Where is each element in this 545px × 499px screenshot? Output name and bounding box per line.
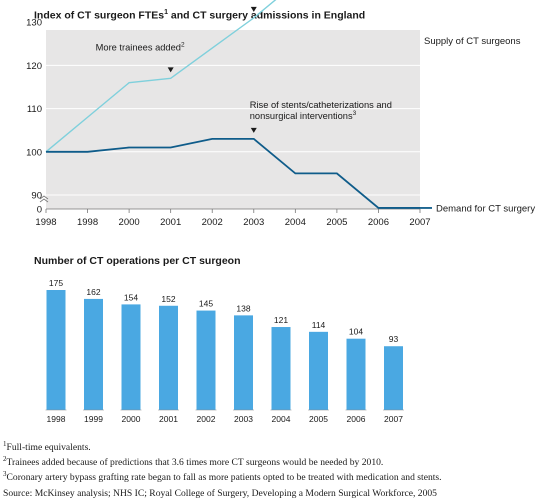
bar-category-label: 1999 [84, 414, 103, 424]
footnote-1-marker: 1 [3, 440, 7, 448]
x-tick-label: 1998 [35, 217, 56, 228]
bar-chart-title: Number of CT operations per CT surgeon [34, 255, 241, 267]
source-note: Source: McKinsey analysis; NHS IC; Royal… [3, 487, 437, 499]
x-tick-label: 2005 [326, 217, 347, 228]
footnote-2-text: Trainees added because of predictions th… [6, 457, 384, 469]
y-tick-label: 110 [27, 104, 42, 115]
bar-value-label: 152 [161, 294, 175, 304]
x-tick-label: 2001 [160, 217, 181, 228]
bar [309, 331, 328, 410]
x-tick-label: 2003 [243, 217, 264, 228]
bar [234, 315, 253, 410]
line-chart: 090100110120130140150160170 199819982000… [26, 0, 535, 228]
bar-category-label: 2005 [309, 414, 328, 424]
y-tick-label: 120 [26, 61, 42, 72]
bar-category-label: 2000 [122, 414, 141, 424]
bar-value-label: 162 [86, 287, 100, 297]
y-tick-label: 100 [26, 147, 42, 158]
bar [346, 338, 366, 410]
demand-series-line [46, 137, 420, 209]
footnote-3-marker: 3 [3, 469, 7, 478]
bar-category-label: 2004 [272, 414, 291, 424]
bar-value-label: 104 [349, 327, 363, 337]
bar-value-label: 145 [199, 299, 213, 309]
annotation-text: nonsurgical interventions3 [250, 110, 357, 121]
footnote-2-marker: 2 [3, 454, 7, 463]
line-chart-title-footnote-marker: 1 [164, 9, 168, 16]
line-chart-title-rest: and CT surgery admissions in England [168, 9, 366, 22]
bar-value-label: 93 [389, 334, 399, 344]
line-chart-title-main: Index of CT surgeon FTEs [34, 9, 165, 22]
x-tick-label: 2002 [202, 217, 223, 228]
line-chart-series [45, 0, 432, 209]
bar-value-label: 175 [49, 278, 63, 288]
demand-series-label: Demand for CT surgery [436, 203, 535, 214]
bar-category-label: 2007 [384, 414, 403, 424]
annotation-footnote-marker: 2 [181, 41, 185, 48]
supply-series-line [45, 0, 277, 153]
bar [84, 298, 103, 410]
bar-value-label: 121 [274, 315, 288, 325]
bar [46, 290, 66, 410]
y-tick-label: 90 [31, 191, 42, 202]
bar-chart-category-labels: 1998 1999 2000 2001 2002 2003 2004 2005 2006 2007 [45, 409, 404, 424]
annotation: Rise of stents/catheterizations andnonsu… [250, 100, 392, 133]
bar-category-label: 2002 [197, 414, 216, 424]
footnote-1-text: Full-time equivalents. [6, 442, 91, 454]
bar [196, 310, 216, 410]
line-chart-gridlines [46, 21, 420, 196]
bar-value-label: 154 [124, 292, 138, 302]
bar-category-label: 2003 [234, 414, 253, 424]
line-chart-title: Index of CT surgeon FTEs1 and CT surgery… [34, 9, 365, 22]
x-tick-label: 2007 [409, 217, 430, 228]
line-chart-series-labels: Supply of CT surgeons Demand for CT surge… [424, 36, 535, 214]
axis-break-marker [39, 195, 49, 203]
line-chart-y-axis: 090100110120130140150160170 [26, 18, 420, 216]
annotation-marker [250, 6, 257, 12]
line-chart-annotations: More trainees added2 Insufficient jobs fo… [96, 6, 392, 133]
bar-chart-value-labels: 175 162 154 152 145 138 121 114 104 93 [49, 278, 399, 344]
footnotes: 1Full-time equivalents. 2Trainees added … [3, 439, 442, 499]
y-tick-label: 130 [26, 18, 42, 29]
bar [159, 305, 178, 410]
y-tick-label: 0 [37, 205, 42, 216]
annotation-text: More trainees added2 [96, 41, 185, 52]
supply-series-label: Supply of CT surgeons [424, 36, 521, 47]
x-tick-label: 2000 [119, 217, 140, 228]
line-chart-x-axis: 1998 1998 2000 2001 2002 2003 2004 2005 2006 2007 [35, 209, 431, 228]
annotation-marker [167, 67, 174, 73]
annotation: More trainees added2 [96, 41, 185, 73]
annotation: Insufficient jobs fornew consultants [250, 6, 257, 12]
annotation-marker [250, 127, 257, 133]
bar [121, 304, 141, 410]
bar-value-label: 114 [312, 320, 326, 330]
bar-category-label: 2006 [347, 414, 366, 424]
footnote-3: 3Coronary artery bypass grafting rate be… [3, 469, 442, 484]
x-tick-label: 1998 [77, 217, 98, 228]
annotation-footnote-marker: 3 [353, 110, 357, 117]
footnote-3-text: Coronary artery bypass grafting rate beg… [6, 471, 442, 483]
bar-category-label: 2001 [159, 414, 178, 424]
bar-value-label: 138 [236, 303, 250, 313]
bar-category-label: 1998 [47, 414, 66, 424]
line-chart-plot-background [46, 30, 420, 209]
footnote-2: 2Trainees added because of predictions t… [3, 454, 442, 469]
bar-chart-bars [46, 290, 403, 410]
x-tick-label: 2006 [368, 217, 389, 228]
x-tick-label: 2004 [285, 217, 306, 228]
annotation-text: Rise of stents/catheterizations and [250, 100, 392, 110]
bar-chart: 175 162 154 152 145 138 121 114 104 93 1998 1999 20… [45, 278, 404, 424]
footnote-1: 1Full-time equivalents. [3, 439, 442, 454]
bar [384, 346, 403, 410]
bar [271, 327, 291, 410]
